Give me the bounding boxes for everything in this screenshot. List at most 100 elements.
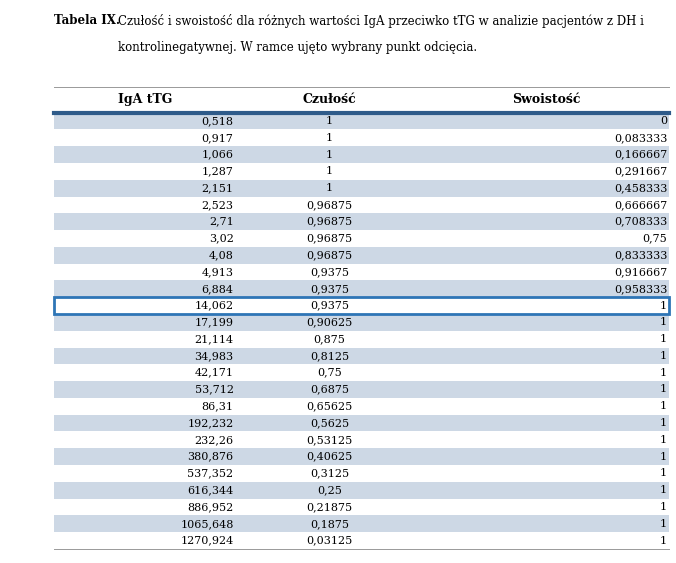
Text: 1: 1 [326, 183, 333, 193]
Bar [54, 280, 669, 297]
Bar [54, 196, 669, 213]
Text: 0,291667: 0,291667 [614, 166, 667, 176]
Text: 4,913: 4,913 [201, 267, 233, 277]
Text: 0,518: 0,518 [201, 116, 233, 126]
Text: 0,166667: 0,166667 [614, 150, 667, 159]
Text: 1: 1 [660, 418, 667, 428]
Bar [54, 465, 669, 482]
Bar [54, 314, 669, 330]
Text: 232,26: 232,26 [195, 435, 233, 445]
Text: 0,083333: 0,083333 [614, 133, 667, 143]
Bar [54, 482, 669, 499]
Text: 1: 1 [326, 133, 333, 143]
Text: 0,3125: 0,3125 [310, 468, 349, 479]
Text: 0,9375: 0,9375 [310, 301, 349, 311]
Text: 1: 1 [660, 334, 667, 344]
Text: 2,523: 2,523 [201, 200, 233, 210]
Text: 1: 1 [326, 166, 333, 176]
Text: 0,958333: 0,958333 [614, 284, 667, 294]
Text: 1: 1 [660, 401, 667, 412]
Bar [54, 347, 669, 364]
Text: Tabela IX.: Tabela IX. [54, 14, 120, 27]
Text: Czułość i swoistość dla różnych wartości IgA przeciwko tTG w analizie pacjentów : Czułość i swoistość dla różnych wartości… [118, 14, 644, 28]
Text: 886,952: 886,952 [187, 502, 233, 512]
Bar [54, 415, 669, 431]
Text: 0,03125: 0,03125 [306, 535, 352, 546]
Text: 34,983: 34,983 [195, 351, 233, 361]
Text: 0,96875: 0,96875 [306, 234, 352, 243]
Text: 0,75: 0,75 [317, 368, 342, 378]
Text: 0,53125: 0,53125 [306, 435, 352, 445]
Bar [54, 180, 669, 196]
Text: 0,666667: 0,666667 [614, 200, 667, 210]
Bar [54, 163, 669, 180]
Bar [54, 431, 669, 448]
Bar [54, 297, 669, 314]
Bar [54, 448, 669, 465]
Bar [54, 364, 669, 381]
Text: 1: 1 [660, 519, 667, 529]
Text: 2,71: 2,71 [209, 217, 233, 227]
Text: 1: 1 [660, 385, 667, 395]
Bar [54, 297, 669, 314]
Bar [54, 247, 669, 263]
Text: 6,884: 6,884 [201, 284, 233, 294]
Text: 1065,648: 1065,648 [180, 519, 233, 529]
Bar [54, 515, 669, 532]
Text: 1270,924: 1270,924 [180, 535, 233, 546]
Text: Swoistość: Swoistość [512, 93, 581, 106]
Text: 1: 1 [660, 468, 667, 479]
Text: 0,9375: 0,9375 [310, 267, 349, 277]
Text: 0,1875: 0,1875 [310, 519, 349, 529]
Bar [54, 398, 669, 415]
Bar [54, 113, 669, 129]
Text: 1: 1 [660, 435, 667, 445]
Text: 4,08: 4,08 [209, 250, 233, 260]
Text: 0,96875: 0,96875 [306, 250, 352, 260]
Text: 0,21875: 0,21875 [306, 502, 352, 512]
Text: 0,917: 0,917 [201, 133, 233, 143]
Bar [54, 499, 669, 515]
Text: 1: 1 [660, 301, 667, 311]
Text: 0,9375: 0,9375 [310, 284, 349, 294]
Bar [54, 263, 669, 280]
Bar [54, 129, 669, 146]
Text: 1: 1 [660, 485, 667, 495]
Bar [54, 213, 669, 230]
Text: 2,151: 2,151 [201, 183, 233, 193]
Text: 0: 0 [660, 116, 667, 126]
Text: 0,75: 0,75 [642, 234, 667, 243]
Text: 192,232: 192,232 [187, 418, 233, 428]
Text: 0,65625: 0,65625 [306, 401, 352, 412]
Text: 3,02: 3,02 [209, 234, 233, 243]
Bar [54, 230, 669, 247]
Text: 0,90625: 0,90625 [306, 318, 352, 327]
Text: 0,708333: 0,708333 [614, 217, 667, 227]
Text: 380,876: 380,876 [187, 452, 233, 462]
Text: 1: 1 [660, 452, 667, 462]
Text: 86,31: 86,31 [201, 401, 233, 412]
Text: 1: 1 [660, 351, 667, 361]
Bar [54, 532, 669, 549]
Text: 42,171: 42,171 [195, 368, 233, 378]
Text: 0,40625: 0,40625 [306, 452, 352, 462]
Text: 0,916667: 0,916667 [614, 267, 667, 277]
Text: 1,066: 1,066 [201, 150, 233, 159]
Text: 1: 1 [326, 116, 333, 126]
Bar [54, 381, 669, 398]
Text: 0,25: 0,25 [317, 485, 342, 495]
Text: 1,287: 1,287 [201, 166, 233, 176]
Text: 0,5625: 0,5625 [310, 418, 349, 428]
Text: 537,352: 537,352 [187, 468, 233, 479]
Text: 14,062: 14,062 [195, 301, 233, 311]
Text: 17,199: 17,199 [195, 318, 233, 327]
Text: IgA tTG: IgA tTG [118, 93, 172, 106]
Text: Czułość: Czułość [302, 93, 356, 106]
Text: 0,96875: 0,96875 [306, 200, 352, 210]
Text: 1: 1 [660, 502, 667, 512]
Text: 1: 1 [326, 150, 333, 159]
Text: 1: 1 [660, 535, 667, 546]
Text: 0,875: 0,875 [314, 334, 345, 344]
Bar [54, 146, 669, 163]
Bar [54, 330, 669, 347]
